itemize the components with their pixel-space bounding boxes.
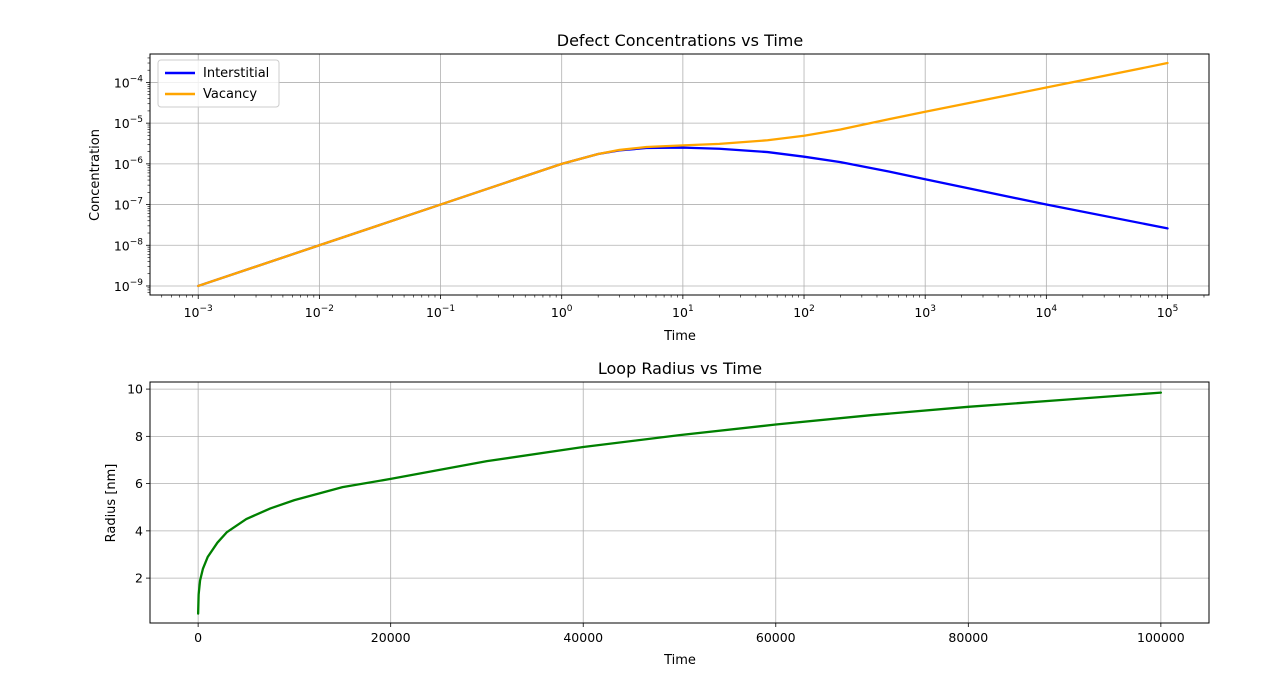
plot-frame xyxy=(149,53,1210,296)
y-tick-label: 10−6 xyxy=(114,156,143,172)
x-axis-label: Time xyxy=(663,329,696,344)
x-tick-label: 100 xyxy=(551,304,573,320)
x-tick-label: 101 xyxy=(672,304,694,320)
series-line-vacancy xyxy=(197,61,1169,288)
y-tick-label: 10−9 xyxy=(114,278,143,294)
series-lines xyxy=(196,391,1163,615)
y-tick-label: 10−4 xyxy=(114,74,143,90)
x-tick-label: 102 xyxy=(793,304,815,320)
x-tick-label: 10−2 xyxy=(305,304,334,320)
defect-concentration-chart: Defect Concentrations vs Time 10−3 10−2 10… xyxy=(88,31,1210,344)
x-tick-label: 104 xyxy=(1036,304,1058,320)
x-tick-label: 103 xyxy=(914,304,936,320)
y-axis-ticks: 10−9 10−8 10−7 10−6 10−5 10−4 xyxy=(114,57,150,294)
legend-label-interstitial: Interstitial xyxy=(203,66,269,81)
x-tick-label: 60000 xyxy=(756,630,796,645)
x-tick-label: 105 xyxy=(1157,304,1179,320)
y-tick-label: 2 xyxy=(135,571,143,586)
x-tick-label: 100000 xyxy=(1137,630,1185,645)
series-lines xyxy=(197,61,1169,288)
plot-frame xyxy=(149,381,1210,624)
x-tick-label: 80000 xyxy=(948,630,988,645)
y-tick-label: 8 xyxy=(135,429,143,444)
legend: Interstitial Vacancy xyxy=(157,59,280,108)
series-line-radius xyxy=(196,391,1163,615)
chart-title: Loop Radius vs Time xyxy=(598,359,762,378)
y-tick-label: 10−5 xyxy=(114,115,143,131)
y-tick-label: 10−8 xyxy=(114,237,143,253)
x-axis-ticks: 10−3 10−2 10−1 100 101 102 103 104 105 xyxy=(161,295,1205,320)
legend-label-vacancy: Vacancy xyxy=(203,87,257,102)
y-tick-label: 10 xyxy=(127,382,143,397)
y-tick-label: 4 xyxy=(135,523,143,538)
x-tick-label: 10−3 xyxy=(184,304,213,320)
y-tick-label: 10−7 xyxy=(114,197,143,213)
y-axis-label: Concentration xyxy=(88,129,103,221)
grid-lines xyxy=(150,382,1209,623)
x-tick-label: 40000 xyxy=(563,630,603,645)
loop-radius-chart: Loop Radius vs Time 0 20000 40000 60000 8000… xyxy=(104,359,1210,668)
y-axis-label: Radius [nm] xyxy=(104,464,119,543)
y-axis-ticks: 2 4 6 8 10 xyxy=(127,382,150,586)
x-axis-label: Time xyxy=(663,653,696,668)
y-tick-label: 6 xyxy=(135,476,143,491)
x-tick-label: 20000 xyxy=(371,630,411,645)
x-axis-ticks: 0 20000 40000 60000 80000 100000 xyxy=(194,623,1185,645)
grid-lines xyxy=(150,54,1209,295)
x-tick-label: 10−1 xyxy=(426,304,455,320)
chart-title: Defect Concentrations vs Time xyxy=(557,31,803,50)
x-tick-label: 0 xyxy=(194,630,202,645)
